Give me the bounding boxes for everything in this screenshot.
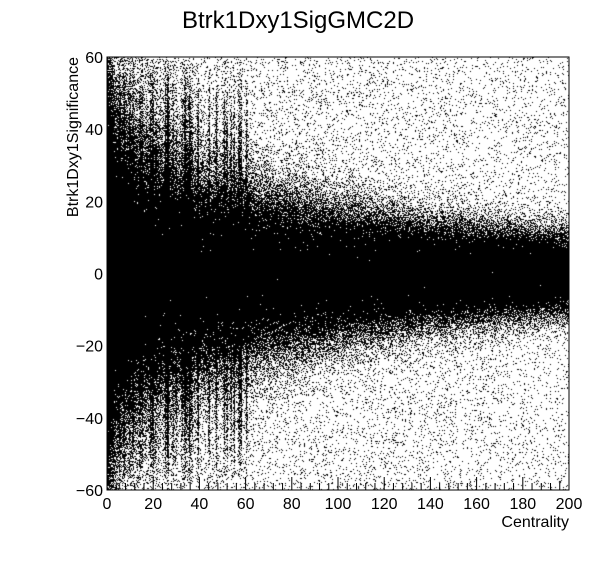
x-tick-label: 100 — [325, 496, 352, 513]
x-tick-label: 160 — [463, 496, 490, 513]
axis-ticks — [106, 56, 570, 491]
x-tick-label: 40 — [191, 496, 209, 513]
x-tick-label: 140 — [417, 496, 444, 513]
y-tick-label: −20 — [76, 339, 103, 356]
x-tick-label: 200 — [556, 496, 583, 513]
x-tick-label: 80 — [283, 496, 301, 513]
y-tick-label: −40 — [76, 411, 103, 428]
y-tick-label: −60 — [76, 483, 103, 500]
x-tick-label: 180 — [509, 496, 536, 513]
scatter-points — [107, 57, 569, 490]
y-axis-label: Btrk1Dxy1Significance — [65, 57, 82, 217]
x-tick-label: 120 — [371, 496, 398, 513]
y-tick-label: 40 — [85, 122, 103, 139]
x-tick-label: 60 — [237, 496, 255, 513]
x-tick-label: 20 — [144, 496, 162, 513]
y-tick-labels: −60 −40 −20 0 20 40 60 — [76, 50, 103, 500]
x-tick-labels: 0 20 40 60 80 100 120 140 160 180 200 — [103, 496, 583, 513]
y-tick-label: 60 — [85, 50, 103, 67]
y-tick-label: 0 — [94, 267, 103, 284]
scatter-density-image — [107, 57, 569, 490]
chart-title: Btrk1Dxy1SigGMC2D — [182, 7, 414, 34]
y-tick-label: 20 — [85, 194, 103, 211]
x-tick-label: 0 — [103, 496, 112, 513]
x-axis-label: Centrality — [501, 514, 569, 531]
